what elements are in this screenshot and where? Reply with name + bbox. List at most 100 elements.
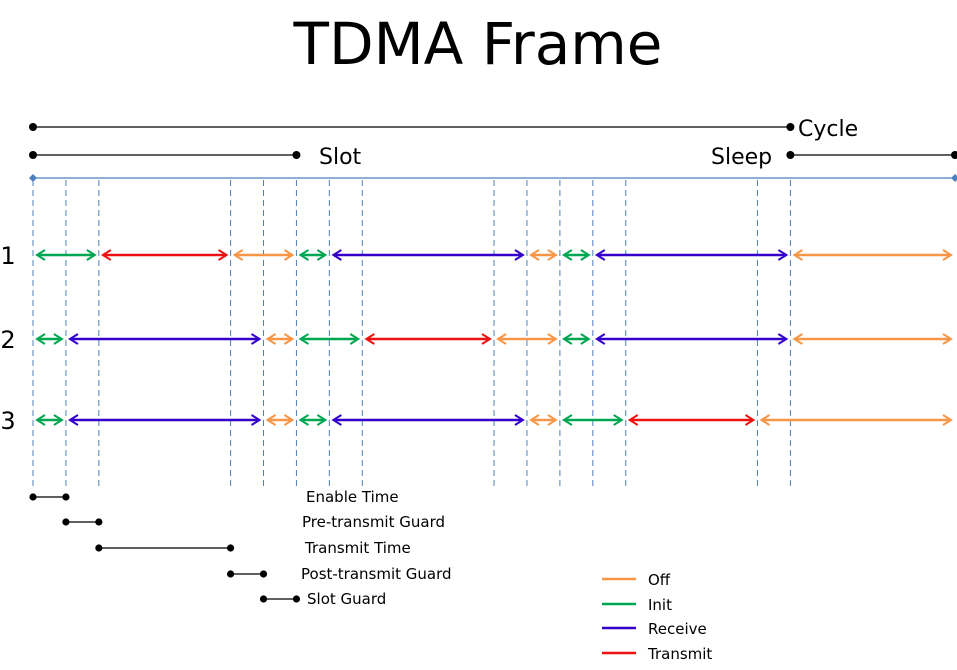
segment-init-right-head [580, 249, 591, 261]
segment-off [265, 333, 295, 345]
segment-transmit-left-head [627, 414, 639, 426]
segment-init-left-head [35, 414, 46, 426]
segment-off [529, 249, 558, 261]
legend-entry: Receive [602, 620, 707, 638]
sleep-bracket [786, 151, 957, 159]
segment-off-right-head [283, 249, 295, 261]
legend-entry: Transmit [602, 645, 712, 663]
segment-init [561, 333, 591, 345]
segment-init-left-head [298, 414, 309, 426]
segment-init-left-head [561, 249, 573, 261]
segment-off [759, 414, 953, 426]
diagram-title: TDMA Frame [293, 10, 663, 78]
segment-receive [331, 249, 525, 261]
segment-transmit-left-head [100, 249, 112, 261]
timing-item: Pre-transmit Guard [62, 513, 445, 531]
timing-item: Slot Guard [259, 590, 386, 608]
segment-receive-left-head [68, 333, 79, 345]
timing-label: Transmit Time [304, 539, 411, 557]
segment-receive [331, 414, 525, 426]
segment-off-left-head [496, 333, 507, 345]
segment-init [298, 333, 361, 345]
segment-off-right-head [942, 249, 953, 261]
segment-off-left-head [232, 249, 244, 261]
segment-init [298, 249, 328, 261]
segment-init-right-head [53, 414, 64, 426]
timing-start-dot [95, 544, 103, 552]
segment-receive-right-head [250, 414, 262, 426]
segment-off-right-head [942, 414, 953, 426]
segment-off [792, 333, 953, 345]
segment-init-right-head [580, 333, 591, 345]
legend-label: Off [648, 571, 671, 589]
segment-off-right-head [547, 414, 558, 426]
period-brackets [29, 123, 957, 159]
segment-init-left-head [298, 333, 309, 345]
segment-init [35, 414, 64, 426]
slot-bracket-end-dot [292, 151, 301, 159]
segment-receive-left-head [68, 414, 79, 426]
segment-init [35, 249, 97, 261]
color-legend: Off Init Receive Transmit [602, 571, 712, 663]
segment-init-left-head [298, 249, 309, 261]
legend-entry: Init [602, 596, 672, 614]
segment-receive [68, 333, 262, 345]
segment-init-left-head [35, 333, 46, 345]
segment-off [496, 333, 558, 345]
axis-end-marker [951, 174, 957, 182]
segment-receive-right-head [777, 249, 789, 261]
segment-off-left-head [529, 414, 540, 426]
segment-receive-left-head [594, 333, 606, 345]
segment-init [298, 414, 328, 426]
cycle-bracket-start-dot [29, 123, 37, 131]
timing-legend: Enable Time Pre-transmit Guard Transmit Ti… [29, 488, 452, 608]
time-gridlines [32, 180, 791, 490]
segment-init [561, 414, 624, 426]
segment-init-right-head [613, 414, 624, 426]
segment-transmit-right-head [218, 249, 229, 261]
segment-receive-right-head [777, 333, 789, 345]
segment-init-left-head [561, 414, 573, 426]
segment-off [792, 249, 953, 261]
cycle-bracket [29, 123, 795, 131]
segment-transmit-right-head [744, 414, 756, 426]
segment-off-left-head [792, 333, 803, 345]
timing-label: Enable Time [306, 488, 399, 506]
timing-end-dot [62, 493, 70, 501]
segment-off-left-head [759, 414, 770, 426]
timing-start-dot [62, 518, 70, 526]
segment-init-right-head [316, 414, 328, 426]
segment-receive-right-head [514, 249, 525, 261]
segment-transmit-right-head [481, 333, 492, 345]
segment-init [35, 333, 64, 345]
legend-label: Init [648, 596, 672, 614]
timing-end-dot [95, 518, 103, 526]
sleep-bracket-end-dot [951, 151, 957, 159]
segment-receive-left-head [594, 249, 606, 261]
row-label: 3 [0, 407, 15, 435]
segment-off-right-head [547, 249, 558, 261]
segment-receive-left-head [331, 414, 342, 426]
segment-receive [594, 249, 789, 261]
timing-end-dot [226, 544, 235, 552]
sleep-label: Sleep [711, 145, 772, 170]
segment-receive-left-head [331, 249, 342, 261]
segment-init-right-head [86, 249, 97, 261]
axis-start-marker [29, 174, 37, 182]
segment-receive-right-head [250, 333, 262, 345]
timing-label: Pre-transmit Guard [302, 513, 445, 531]
sleep-bracket-start-dot [786, 151, 795, 159]
time-axis [29, 174, 957, 182]
timing-label: Slot Guard [307, 590, 386, 608]
timing-end-dot [259, 570, 268, 578]
cycle-bracket-end-dot [786, 123, 795, 131]
node-rows: 1 2 3 [0, 242, 953, 435]
segment-off-left-head [792, 249, 803, 261]
slot-bracket [29, 151, 301, 159]
slot-label: Slot [319, 145, 362, 170]
segment-off [529, 414, 558, 426]
segment-receive [594, 333, 789, 345]
row-label: 2 [0, 326, 15, 354]
timing-item: Transmit Time [95, 539, 411, 557]
